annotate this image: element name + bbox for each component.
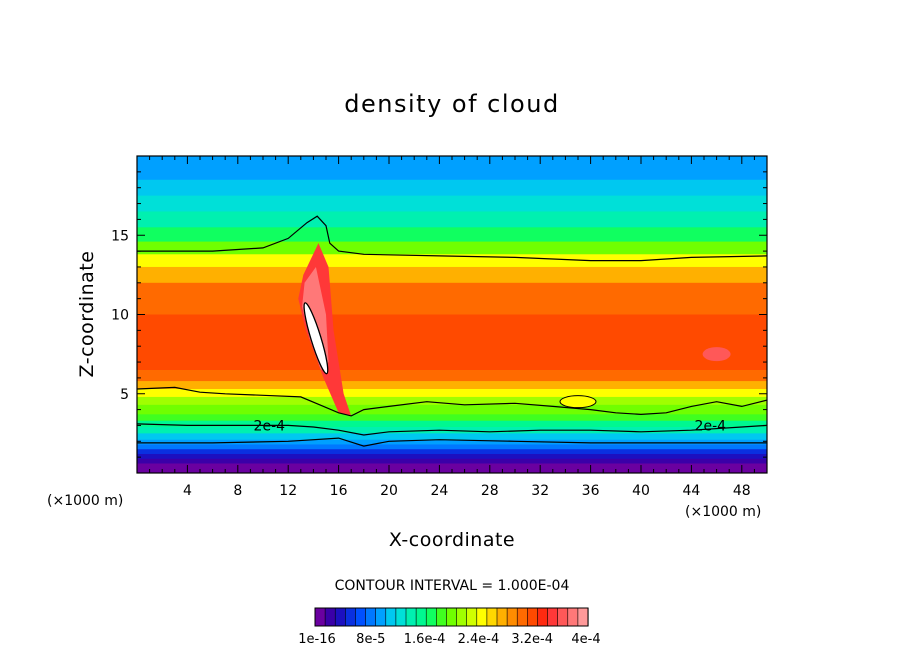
colorbar-swatch — [385, 607, 397, 627]
density-band — [137, 254, 767, 268]
density-band — [137, 282, 767, 315]
density-band — [137, 433, 767, 441]
chart-title: density of cloud — [344, 90, 559, 118]
contour-interval-label: CONTOUR INTERVAL = 1.000E-04 — [335, 578, 570, 594]
density-band — [137, 381, 767, 390]
density-band — [137, 241, 767, 255]
density-band — [137, 414, 767, 422]
colorbar-swatch — [466, 607, 478, 627]
x-unit-label-right: (×1000 m) — [685, 504, 761, 520]
colorbar-swatch — [355, 607, 367, 627]
y-tick-label: 15 — [111, 228, 129, 244]
colorbar-swatch — [547, 607, 559, 627]
colorbar-label: 8e-5 — [356, 632, 385, 647]
contour-labels: 2e-4 2e-4 — [254, 418, 727, 434]
colorbar-frame — [314, 607, 589, 627]
density-band — [137, 179, 767, 197]
colorbar-swatch — [557, 607, 569, 627]
colorbar-label: 2.4e-4 — [458, 632, 500, 647]
y-axis-label: Z-coordinate — [76, 251, 98, 378]
colorbar-label: 4e-4 — [571, 632, 600, 647]
density-band — [137, 388, 767, 398]
x-tick-label: 12 — [279, 483, 297, 499]
colorbar-swatch — [405, 607, 417, 627]
x-axis: 4 8 12 16 20 24 28 32 36 40 44 48 — [149, 156, 755, 499]
x-tick-label: 8 — [233, 483, 242, 499]
colorbar-swatch — [476, 607, 488, 627]
x-tick-label: 16 — [330, 483, 348, 499]
colorbar-swatch — [486, 607, 498, 627]
lens-contour — [559, 395, 597, 409]
contour-label: 2e-4 — [254, 418, 286, 434]
colorbar-swatch — [446, 607, 458, 627]
density-band — [137, 266, 767, 284]
density-band — [137, 156, 767, 181]
contour-lines — [137, 215, 767, 447]
y-axis: 5 10 15 — [111, 171, 767, 458]
x-tick-label: 4 — [183, 483, 192, 499]
peak-density-contour — [303, 302, 329, 375]
density-band — [137, 314, 767, 371]
density-band — [137, 449, 767, 455]
colorbar-swatch — [456, 607, 468, 627]
contour-label: 2e-4 — [695, 418, 727, 434]
colorbar-swatch — [496, 607, 508, 627]
contour-line — [137, 423, 767, 436]
colorbar-swatch — [527, 607, 539, 627]
colorbar-swatch — [345, 607, 357, 627]
density-band — [137, 444, 767, 450]
density-field — [137, 156, 767, 473]
colorbar-labels: 1e-16 8e-5 1.6e-4 2.4e-4 3.2e-4 4e-4 — [298, 632, 600, 647]
x-tick-label: 28 — [481, 483, 499, 499]
x-tick-label: 20 — [380, 483, 398, 499]
contour-line — [137, 215, 767, 262]
y-tick-label: 10 — [111, 308, 129, 324]
colorbar-swatch — [375, 607, 387, 627]
density-band-surface — [137, 463, 767, 473]
colorbar-swatch — [365, 607, 377, 627]
x-tick-label: 24 — [430, 483, 448, 499]
density-band — [137, 404, 767, 415]
colorbar-swatch — [516, 607, 528, 627]
y-tick-label: 5 — [120, 387, 129, 403]
colorbar-swatch — [567, 607, 579, 627]
density-band — [137, 211, 767, 228]
colorbar-swatch — [436, 607, 448, 627]
x-axis-label: X-coordinate — [389, 529, 515, 551]
density-band — [137, 420, 767, 428]
colorbar-swatch — [506, 607, 518, 627]
x-tick-label: 36 — [582, 483, 600, 499]
colorbar-label: 1e-16 — [298, 632, 336, 647]
contour-line — [137, 437, 767, 447]
x-unit-label-left: (×1000 m) — [47, 493, 123, 509]
colorbar-label: 3.2e-4 — [511, 632, 553, 647]
x-tick-label: 48 — [733, 483, 751, 499]
density-band — [137, 195, 767, 212]
colorbar-swatch — [415, 607, 427, 627]
colorbar-label: 1.6e-4 — [404, 632, 446, 647]
colorbar — [314, 607, 589, 627]
density-band — [137, 396, 767, 406]
x-tick-label: 40 — [632, 483, 650, 499]
colorbar-swatch — [577, 607, 589, 627]
density-band — [137, 369, 767, 382]
right-pocket — [702, 347, 731, 362]
colorbar-swatch — [324, 607, 336, 627]
colorbar-swatch — [314, 607, 326, 627]
colorbar-swatch — [395, 607, 407, 627]
x-tick-label: 32 — [531, 483, 549, 499]
density-band — [137, 453, 767, 460]
colorbar-swatch — [334, 607, 346, 627]
colorbar-swatch — [425, 607, 437, 627]
density-band — [137, 227, 767, 243]
x-tick-label: 44 — [682, 483, 700, 499]
contour-line — [137, 386, 767, 417]
density-band — [137, 439, 767, 445]
colorbar-swatch — [537, 607, 549, 627]
